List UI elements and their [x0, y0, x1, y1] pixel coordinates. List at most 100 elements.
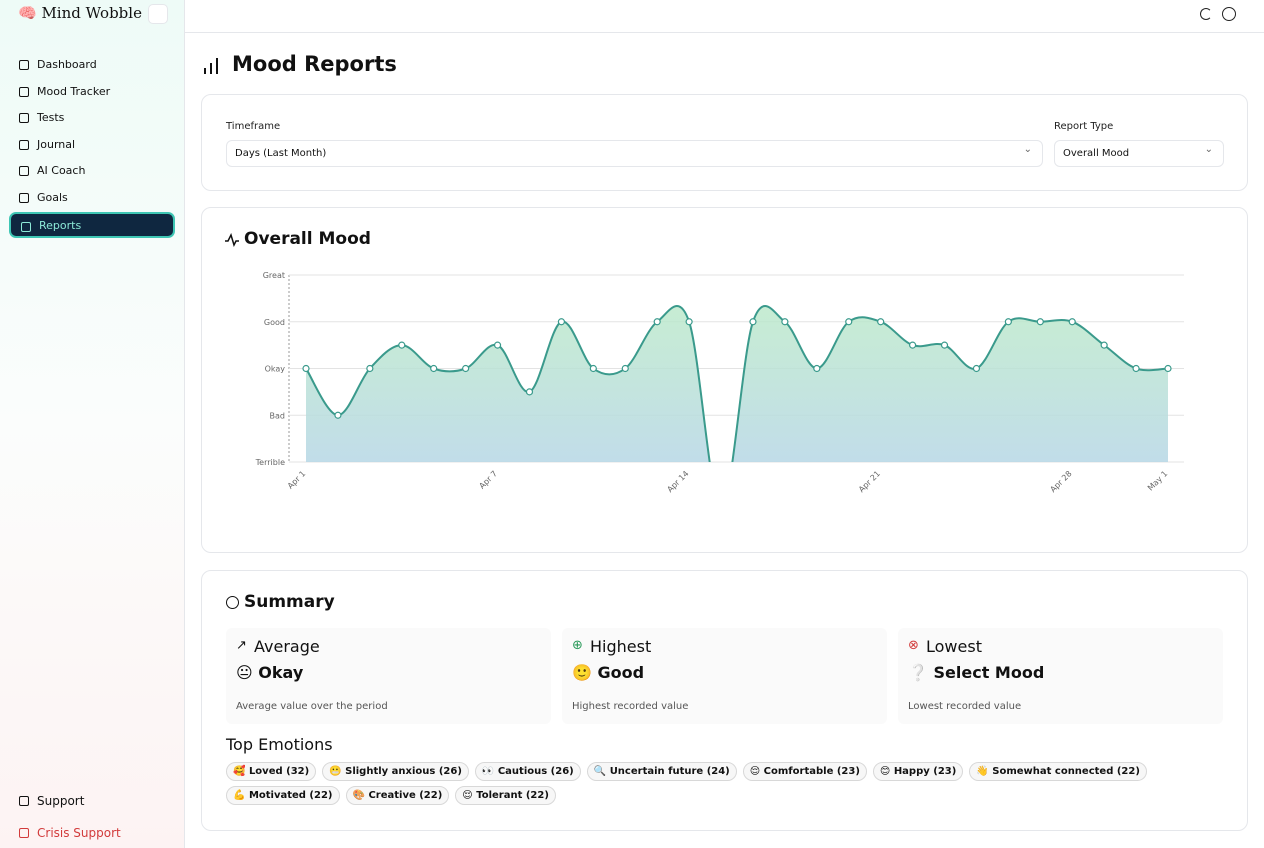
nav-item[interactable]: Journal — [9, 132, 175, 158]
point — [877, 318, 885, 326]
point — [398, 341, 406, 349]
point — [972, 364, 981, 373]
brand[interactable]: 🧠 Mind Wobble — [18, 4, 142, 22]
chip-label: Comfortable (23) — [763, 766, 860, 777]
info-icon — [226, 596, 239, 609]
stat-note: Average value over the period — [236, 701, 388, 712]
nav-item[interactable]: Support — [9, 788, 175, 814]
stat-title: Lowest — [926, 637, 982, 656]
point — [462, 364, 470, 373]
chip-label: Cautious (26) — [497, 766, 574, 777]
nav-item[interactable]: AI Coach — [9, 158, 175, 184]
nav-item[interactable]: Dashboard — [9, 52, 175, 78]
point — [1100, 341, 1108, 349]
stat-icon: ⊕ — [572, 638, 583, 653]
stat-text: Good — [597, 663, 645, 682]
emotion-chip[interactable]: 👋 Somewhat connected (22) — [969, 762, 1147, 781]
emotion-chip[interactable]: 👀 Cautious (26) — [474, 762, 581, 781]
stat-card: ⊗ Lowest ❔ Select Mood Lowest recorded valu… — [898, 628, 1223, 724]
point — [1132, 364, 1140, 373]
emotion-chip[interactable]: 🎨 Creative (22) — [345, 786, 450, 805]
sidebar: 🧠 Mind Wobble Dashboard Mood Tracker Tests… — [0, 0, 185, 848]
point — [557, 318, 566, 326]
stat-icon: ↗ — [236, 638, 247, 653]
chart-title: Overall Mood — [244, 229, 371, 249]
nav-item[interactable]: Reports — [9, 211, 175, 238]
area — [306, 306, 1168, 462]
emotion-chip[interactable]: 🥰 Loved (32) — [226, 762, 317, 781]
pulse-icon — [225, 233, 239, 247]
nav-item[interactable]: Mood Tracker — [9, 79, 175, 105]
point — [302, 364, 310, 373]
chip-emoji: 💪 — [233, 790, 246, 801]
point — [525, 388, 534, 396]
point — [430, 364, 438, 373]
nav-item[interactable]: Goals — [9, 185, 175, 211]
stat-value: ❔ Select Mood — [908, 663, 1044, 682]
stat-card: ⊕ Highest 🙂 Good Highest recorded value — [562, 628, 887, 724]
point — [1036, 318, 1044, 326]
select[interactable]: Days (Last Month) — [226, 140, 1043, 167]
point — [940, 341, 949, 349]
chip-emoji: 🔍 — [593, 766, 607, 777]
point — [621, 364, 629, 373]
x-tick-label: Apr 21 — [857, 469, 882, 494]
stat-title: Average — [254, 637, 320, 656]
emotion-chip[interactable]: 😌 Comfortable (23) — [742, 762, 867, 781]
x-tick-label: May 1 — [1146, 469, 1169, 492]
emotions-title: Top Emotions — [226, 735, 333, 754]
point — [1068, 318, 1076, 326]
filter-card: Timeframe Days (Last Month) Report Type … — [201, 94, 1248, 191]
page-title: Mood Reports — [232, 52, 397, 76]
account[interactable] — [1222, 7, 1236, 21]
point — [718, 506, 724, 512]
y-tick-label: Great — [263, 271, 285, 280]
point — [781, 318, 789, 326]
stat-value: 😐 Okay — [236, 663, 303, 682]
brand-name: Mind Wobble — [41, 4, 142, 22]
summary-card: Summary ↗ Average 😐 Okay Average value over… — [201, 570, 1248, 831]
chip-emoji: 🎨 — [352, 790, 365, 801]
chip-label: Creative (22) — [368, 790, 443, 801]
point — [653, 318, 661, 326]
chip-emoji: 😊 — [879, 766, 891, 777]
y-tick-label: Bad — [270, 411, 285, 420]
chip-emoji: 😌 — [749, 766, 761, 777]
chip-label: Tolerant (22) — [476, 790, 549, 801]
stat-text: Select Mood — [933, 663, 1045, 682]
chip-label: Loved (32) — [248, 766, 310, 777]
stat-text: Okay — [258, 663, 304, 682]
x-tick-label: Apr 7 — [477, 469, 499, 491]
emotion-chip[interactable]: 😊 Happy (23) — [872, 762, 964, 781]
point — [589, 364, 597, 373]
theme-toggle[interactable] — [1200, 8, 1212, 20]
point — [334, 411, 342, 419]
point — [366, 364, 374, 373]
notifications[interactable] — [148, 4, 168, 24]
nav-item[interactable]: Crisis Support — [9, 820, 175, 846]
emotion-chip[interactable]: 😬 Slightly anxious (26) — [322, 762, 469, 781]
stat-value: 🙂 Good — [572, 663, 644, 682]
chip-label: Slightly anxious (26) — [345, 766, 462, 777]
stat-emoji: 😐 — [236, 663, 253, 682]
emotion-chips: 🥰 Loved (32) 😬 Slightly anxious (26) 👀 Cau… — [226, 762, 1226, 805]
chip-emoji: 👋 — [976, 766, 989, 777]
chip-emoji: 😬 — [329, 766, 342, 777]
filter-label: Timeframe — [226, 121, 281, 132]
chart-card: Overall Mood Terrible Bad Okay Good Great Apr… — [201, 207, 1248, 553]
point — [908, 341, 917, 349]
emotion-chip[interactable]: 🔍 Uncertain future (24) — [586, 762, 737, 781]
select[interactable]: Overall Mood — [1054, 140, 1224, 167]
point — [813, 364, 821, 373]
reports-icon — [204, 58, 218, 74]
x-tick-label: Apr 28 — [1048, 469, 1073, 494]
nav-item[interactable]: Tests — [9, 105, 175, 131]
stat-note: Lowest recorded value — [908, 701, 1022, 712]
emotion-chip[interactable]: 💪 Motivated (22) — [226, 786, 340, 805]
stat-note: Highest recorded value — [572, 701, 689, 712]
emotion-chip[interactable]: 😌 Tolerant (22) — [455, 786, 556, 805]
stat-emoji: ❔ — [908, 663, 928, 682]
point — [493, 341, 502, 349]
chip-emoji: 🥰 — [233, 766, 246, 777]
